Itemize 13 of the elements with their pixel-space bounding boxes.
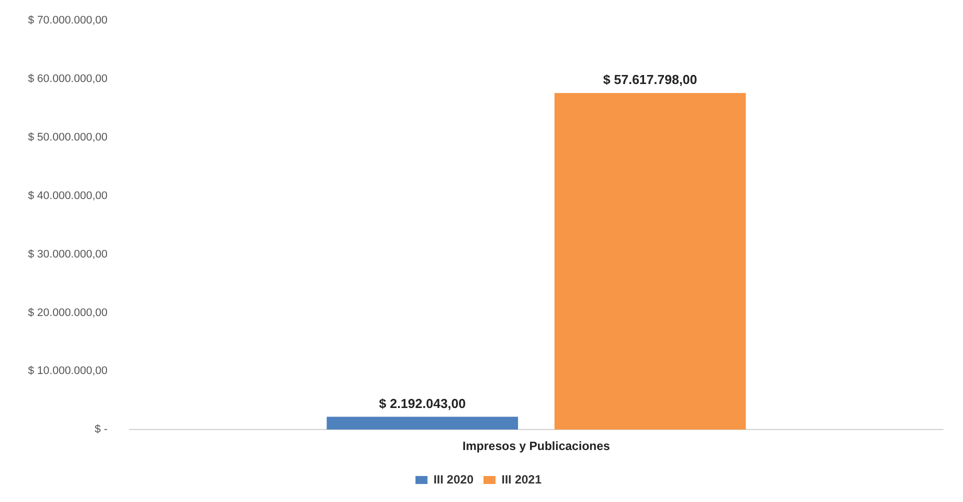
- legend-label: III 2020: [433, 472, 474, 486]
- data-label: $ 2.192.043,00: [378, 396, 466, 411]
- y-tick-label: $ 50.000.000,00: [28, 131, 108, 144]
- y-tick-label: $ 60.000.000,00: [28, 73, 108, 86]
- data-label: $ 57.617.798,00: [603, 72, 698, 88]
- y-tick-label: $ 70.000.000,00: [28, 14, 108, 27]
- legend-label: III 2021: [502, 472, 542, 486]
- x-tick-label: Impresos y Publicaciones: [462, 439, 610, 454]
- y-tick-label: $ 20.000.000,00: [28, 306, 108, 319]
- y-tick-label: $ 30.000.000,00: [28, 248, 108, 260]
- y-tick-label: $ -: [94, 424, 108, 436]
- y-tick-label: $ 10.000.000,00: [28, 365, 108, 378]
- y-tick-label: $ 40.000.000,00: [28, 190, 108, 202]
